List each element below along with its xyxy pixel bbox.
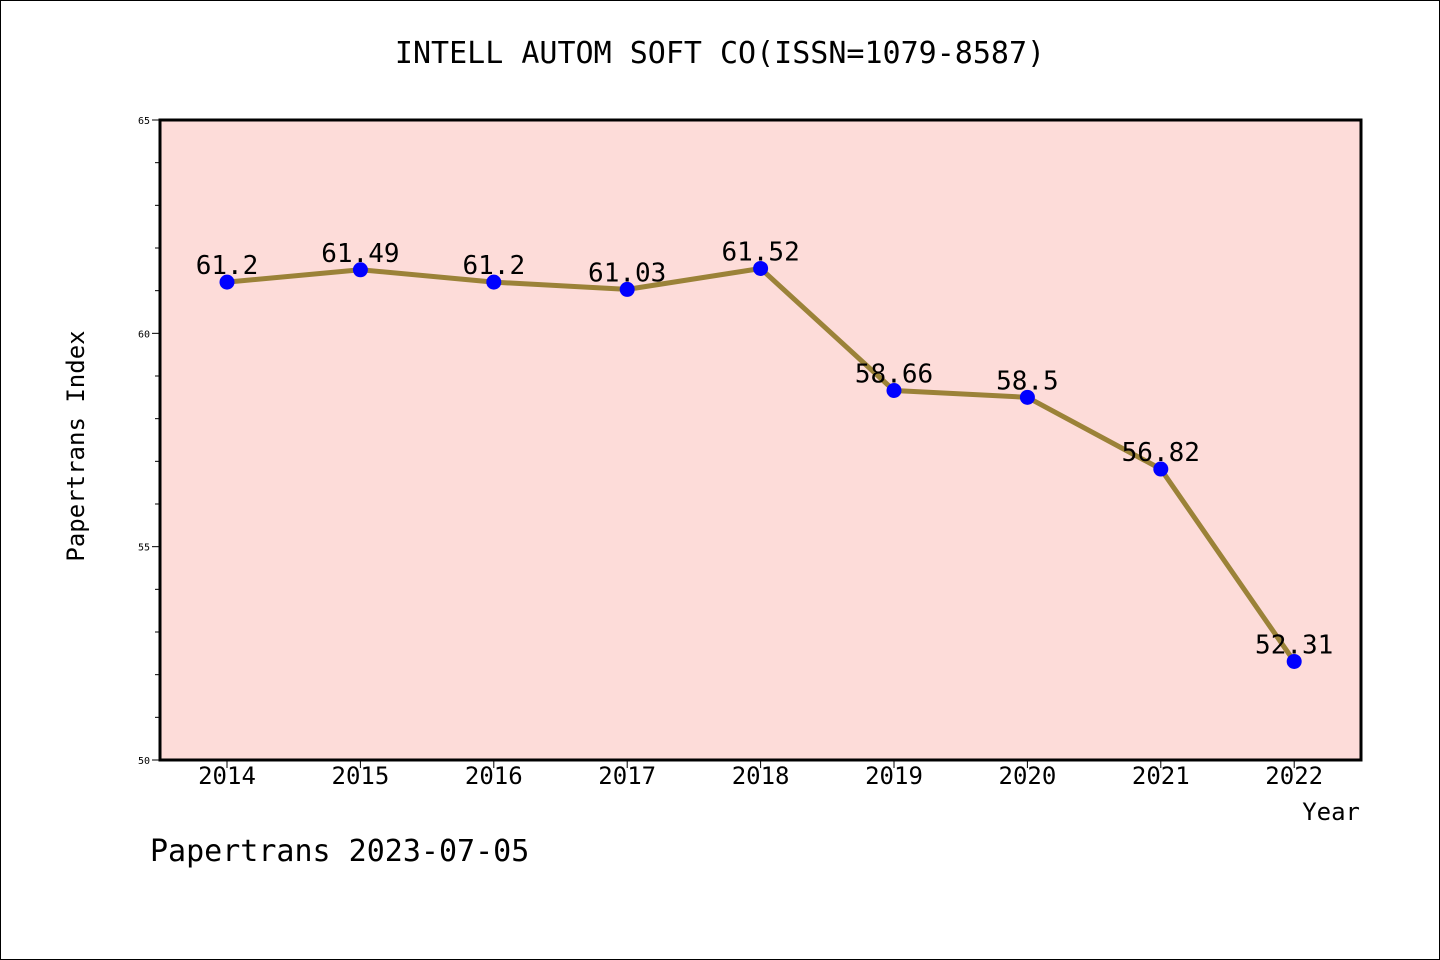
data-point: [619, 281, 635, 297]
data-point: [1286, 653, 1302, 669]
data-label: 61.2: [196, 251, 259, 281]
data-point: [1019, 389, 1035, 405]
x-tick-label: 2019: [865, 762, 923, 790]
y-axis-label: Papertrans Index: [62, 330, 90, 561]
data-point: [753, 260, 769, 276]
x-tick-label: 2016: [465, 762, 523, 790]
x-tick-label: 2020: [999, 762, 1057, 790]
data-label: 61.49: [321, 239, 399, 269]
plot-area: [158, 118, 1363, 762]
data-label: 61.52: [721, 237, 799, 267]
data-label: 58.66: [855, 360, 933, 390]
x-tick-label: 2017: [598, 762, 656, 790]
x-tick-label: 2015: [332, 762, 390, 790]
data-point: [219, 274, 235, 290]
x-axis-ticks: 2014 2015 2016 2017 2018 2019 2020 2021 2022: [198, 760, 1323, 790]
x-axis-label: Year: [1302, 798, 1360, 826]
x-tick-label: 2018: [732, 762, 790, 790]
data-label: 56.82: [1122, 438, 1200, 468]
y-tick-label: 65: [138, 116, 150, 127]
data-point: [486, 274, 502, 290]
data-point: [886, 383, 902, 399]
x-tick-label: 2014: [198, 762, 256, 790]
data-series: 61.2 61.49 61.2 61.03 61.52 58.66 58.5 56.82 52.…: [196, 237, 1333, 669]
y-tick-label: 50: [138, 756, 150, 767]
footer-text: Papertrans 2023-07-05: [150, 834, 530, 869]
x-tick-label: 2021: [1132, 762, 1190, 790]
x-tick-label: 2022: [1265, 762, 1323, 790]
data-label: 52.31: [1255, 630, 1333, 660]
data-label: 61.2: [462, 251, 525, 281]
data-point: [1153, 461, 1169, 477]
chart-title: INTELL AUTOM SOFT CO(ISSN=1079-8587): [394, 36, 1046, 71]
data-label: 61.03: [588, 258, 666, 288]
y-tick-label: 60: [138, 329, 150, 340]
data-point: [352, 262, 368, 278]
data-label: 58.5: [996, 366, 1059, 396]
y-tick-label: 55: [138, 543, 150, 554]
y-axis-ticks: 50 55 60 65: [138, 116, 160, 767]
